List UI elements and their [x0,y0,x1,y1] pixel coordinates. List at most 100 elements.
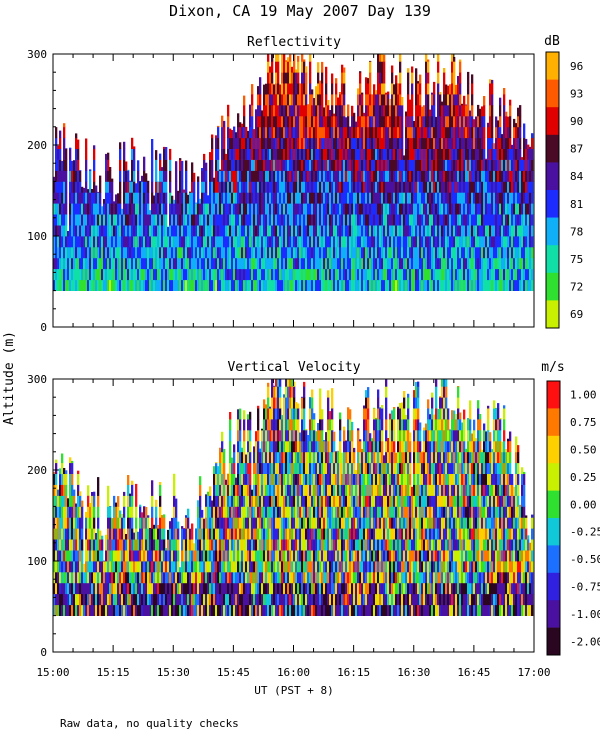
heatmap-cell [409,99,412,106]
heatmap-cell [205,214,208,226]
heatmap-cell [157,203,160,215]
heatmap-cell [109,167,112,171]
heatmap-cell [145,517,148,529]
heatmap-cell [499,126,502,139]
heatmap-cell [355,279,358,291]
heatmap-cell [273,181,276,193]
heatmap-cell [87,268,90,281]
heatmap-cell [117,225,120,237]
heatmap-cell [119,517,122,529]
heatmap-cell [97,477,100,485]
heatmap-cell [505,236,508,248]
heatmap-cell [297,236,300,248]
heatmap-cell [215,593,218,606]
heatmap-cell [123,517,126,529]
heatmap-cell [337,268,340,281]
heatmap-cell [191,279,194,291]
heatmap-cell [239,159,242,171]
heatmap-cell [165,561,168,573]
heatmap-cell [501,137,504,149]
heatmap-cell [337,203,340,215]
heatmap-cell [131,539,134,551]
heatmap-cell [147,192,150,204]
heatmap-cell [303,137,306,149]
heatmap-cell [151,528,154,540]
heatmap-cell [279,192,282,204]
heatmap-cell [73,571,76,584]
heatmap-cell [127,246,130,259]
heatmap-cell [57,571,60,584]
heatmap-cell [269,257,272,270]
heatmap-cell [81,192,84,204]
heatmap-cell [209,170,212,182]
heatmap-cell [157,582,160,595]
heatmap-cell [199,539,202,551]
heatmap-cell [173,199,176,204]
heatmap-cell [213,539,216,551]
heatmap-cell [341,257,344,270]
heatmap-cell [403,181,406,193]
heatmap-cell [495,257,498,270]
heatmap-cell [275,279,278,291]
heatmap-cell [297,246,300,259]
heatmap-cell [475,279,478,291]
heatmap-cell [333,192,336,204]
heatmap-cell [163,571,166,584]
heatmap-cell [217,506,220,518]
heatmap-cell [171,528,174,540]
heatmap-cell [143,214,146,226]
heatmap-cell [429,236,432,248]
heatmap-cell [375,257,378,270]
heatmap-cell [509,268,512,281]
heatmap-cell [111,604,114,616]
heatmap-cell [307,126,310,139]
heatmap-cell [197,561,200,573]
heatmap-cell [371,181,374,193]
heatmap-cell [385,126,388,139]
heatmap-cell [467,148,470,160]
heatmap-cell [107,593,110,606]
heatmap-cell [173,279,176,291]
heatmap-cell [121,528,124,540]
heatmap-cell [365,105,368,117]
heatmap-cell [481,170,484,182]
heatmap-cell [287,236,290,248]
heatmap-cell [481,203,484,215]
heatmap-cell [469,137,472,149]
heatmap-cell [161,571,164,584]
heatmap-cell [359,214,362,226]
heatmap-cell [179,571,182,584]
heatmap-cell [89,517,92,529]
reflectivity-heatmap [53,54,534,291]
heatmap-cell [309,83,312,95]
heatmap-cell [135,561,138,573]
heatmap-cell [201,170,204,182]
heatmap-cell [205,550,208,562]
heatmap-cell [169,159,172,171]
heatmap-cell [471,246,474,259]
heatmap-cell [373,137,376,149]
heatmap-cell [201,604,204,616]
heatmap-cell [139,582,142,595]
heatmap-cell [131,181,134,193]
heatmap-cell [443,268,446,281]
heatmap-cell [399,115,402,128]
heatmap-cell [193,172,196,182]
heatmap-cell [439,257,442,270]
heatmap-cell [299,181,302,193]
heatmap-cell [65,473,68,485]
heatmap-cell [519,246,522,259]
heatmap-cell [221,561,224,573]
heatmap-cell [247,225,250,237]
heatmap-cell [85,539,88,551]
heatmap-cell [325,105,328,117]
heatmap-cell [315,148,318,160]
heatmap-cell [119,159,122,171]
heatmap-cell [457,181,460,193]
heatmap-cell [233,495,236,507]
heatmap-cell [123,582,126,595]
heatmap-cell [67,257,70,270]
heatmap-cell [467,94,470,106]
heatmap-cell [417,137,420,149]
heatmap-cell [67,582,70,595]
